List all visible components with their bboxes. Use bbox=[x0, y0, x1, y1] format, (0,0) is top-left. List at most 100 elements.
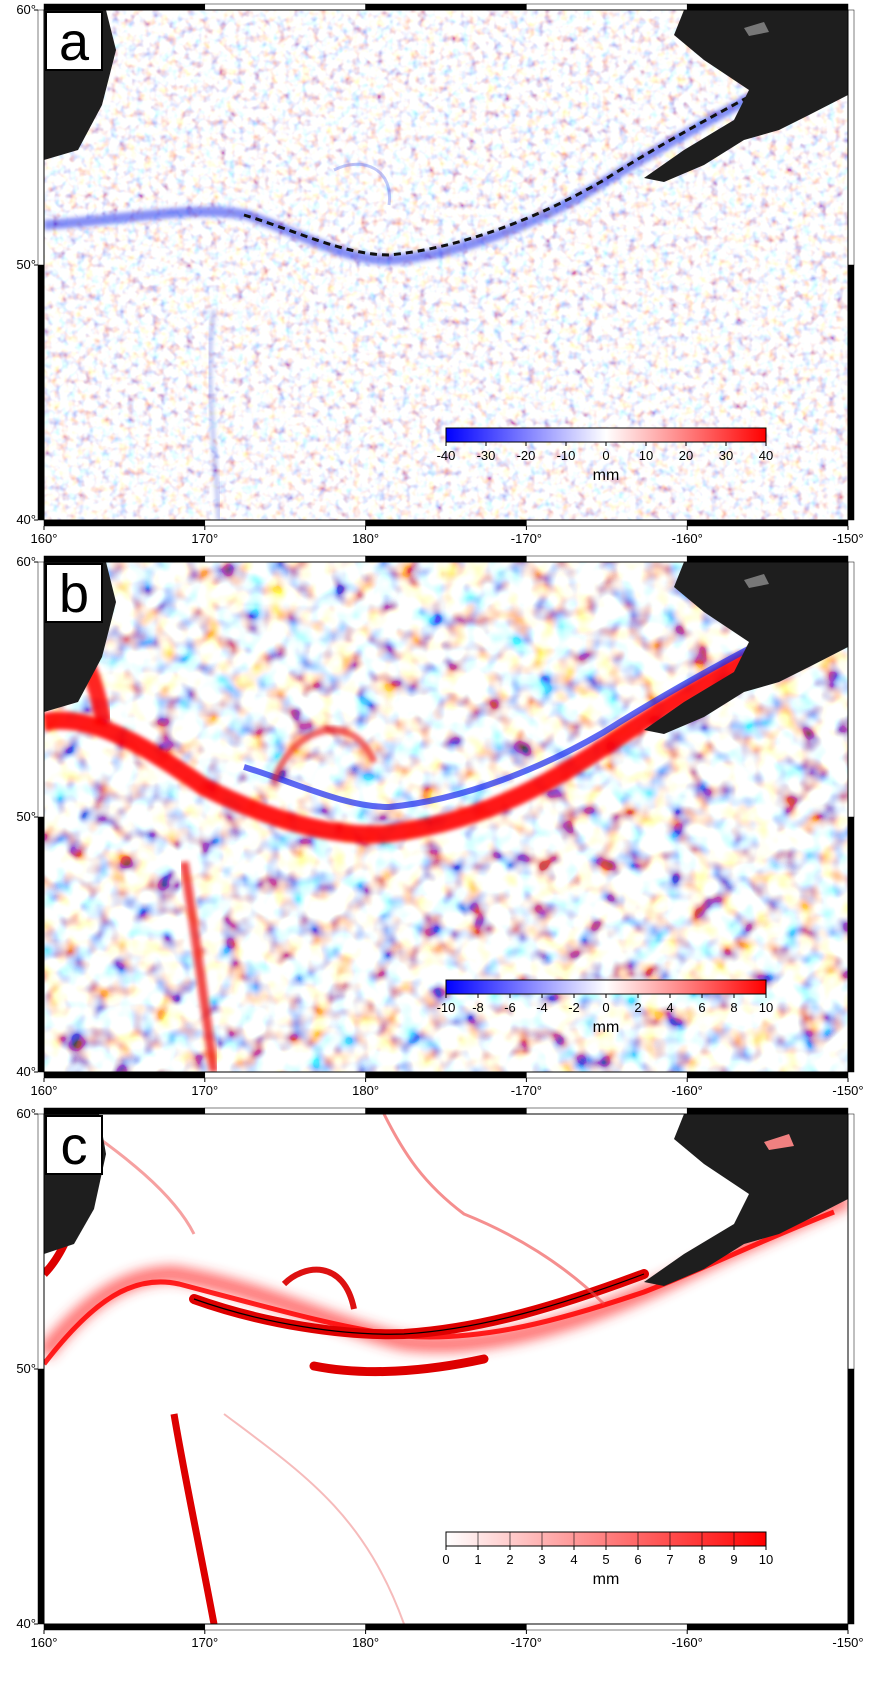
map-frame bbox=[43, 561, 849, 1073]
lon-tick-label: 160° bbox=[31, 1083, 58, 1098]
frame-segment bbox=[43, 1071, 206, 1079]
colorbar-tick-label: -2 bbox=[568, 1000, 580, 1015]
lon-tick-label: 180° bbox=[352, 1083, 379, 1098]
colorbar bbox=[445, 979, 767, 995]
frame-segment bbox=[365, 1107, 527, 1115]
frame-segment bbox=[37, 264, 45, 521]
frame-segment bbox=[526, 519, 688, 527]
frame-segment bbox=[204, 1107, 366, 1115]
lon-tick-label: -160° bbox=[672, 531, 703, 546]
colorbar-tick-label: 2 bbox=[506, 1552, 513, 1567]
frame-segment bbox=[365, 519, 527, 527]
lat-tick-label: 50° bbox=[16, 1361, 36, 1376]
colorbar-tick-label: 3 bbox=[538, 1552, 545, 1567]
frame-segment bbox=[365, 1623, 527, 1631]
lon-tick-label: 160° bbox=[31, 531, 58, 546]
colorbar-tick-label: 6 bbox=[634, 1552, 641, 1567]
frame-segment bbox=[43, 1107, 206, 1115]
colorbar-tick-label: 5 bbox=[602, 1552, 609, 1567]
colorbar-tick-label: -20 bbox=[517, 448, 536, 463]
colorbar-unit: mm bbox=[593, 1571, 620, 1588]
colorbar-tick-label: 40 bbox=[759, 448, 773, 463]
frame-segment bbox=[526, 1107, 688, 1115]
lon-tick-label: 180° bbox=[352, 1635, 379, 1650]
frame-segment bbox=[686, 1107, 849, 1115]
colorbar-tick-label: 0 bbox=[442, 1552, 449, 1567]
frame-segment bbox=[847, 816, 855, 1073]
frame-segment bbox=[686, 3, 849, 11]
frame-segment bbox=[847, 1113, 855, 1370]
colorbar-tick-label: -6 bbox=[504, 1000, 516, 1015]
lon-tick-label: 180° bbox=[352, 531, 379, 546]
frame-segment bbox=[847, 264, 855, 521]
frame-segment bbox=[526, 3, 688, 11]
lon-tick-label: 170° bbox=[191, 1083, 218, 1098]
colorbar-tick-label: 4 bbox=[570, 1552, 577, 1567]
lon-tick-label: -170° bbox=[511, 1635, 542, 1650]
frame-segment bbox=[43, 555, 206, 563]
lon-tick-label: 160° bbox=[31, 1635, 58, 1650]
colorbar-tick-label: 7 bbox=[666, 1552, 673, 1567]
colorbar-tick-label: -30 bbox=[477, 448, 496, 463]
colorbar-tick-label: 6 bbox=[698, 1000, 705, 1015]
frame-segment bbox=[204, 555, 366, 563]
lon-tick-label: -150° bbox=[832, 1083, 863, 1098]
frame-segment bbox=[686, 1623, 849, 1631]
frame-segment bbox=[526, 1623, 688, 1631]
lon-tick-label: -170° bbox=[511, 531, 542, 546]
colorbar-tick-label: 8 bbox=[698, 1552, 705, 1567]
colorbar-tick-label: -10 bbox=[437, 1000, 456, 1015]
lon-tick-label: 170° bbox=[191, 531, 218, 546]
frame-segment bbox=[43, 1623, 206, 1631]
panel-label: b bbox=[59, 564, 89, 624]
frame-segment bbox=[204, 1071, 366, 1079]
lat-tick-label: 40° bbox=[16, 1616, 36, 1631]
colorbar bbox=[445, 427, 767, 443]
lat-tick-label: 40° bbox=[16, 512, 36, 527]
colorbar-tick-label: 10 bbox=[639, 448, 653, 463]
frame-segment bbox=[365, 555, 527, 563]
frame-segment bbox=[204, 3, 366, 11]
colorbar-tick-label: -10 bbox=[557, 448, 576, 463]
colorbar-tick-label: -40 bbox=[437, 448, 456, 463]
lat-tick-label: 50° bbox=[16, 809, 36, 824]
lat-tick-label: 50° bbox=[16, 257, 36, 272]
colorbar-tick-label: 4 bbox=[666, 1000, 673, 1015]
panel-label-box bbox=[45, 1115, 103, 1175]
colorbar-tick-label: -4 bbox=[536, 1000, 548, 1015]
colorbar-tick-label: 2 bbox=[634, 1000, 641, 1015]
lon-tick-label: 170° bbox=[191, 1635, 218, 1650]
frame-segment bbox=[686, 555, 849, 563]
frame-segment bbox=[37, 9, 45, 266]
frame-segment bbox=[365, 1071, 527, 1079]
frame-segment bbox=[847, 561, 855, 818]
frame-segment bbox=[43, 3, 206, 11]
lon-tick-label: -160° bbox=[672, 1635, 703, 1650]
panel-label-box bbox=[45, 11, 103, 71]
frame-segment bbox=[204, 1623, 366, 1631]
colorbar-tick-label: 0 bbox=[602, 1000, 609, 1015]
frame-segment bbox=[526, 1071, 688, 1079]
lat-tick-label: 60° bbox=[16, 554, 36, 569]
frame-segment bbox=[37, 816, 45, 1073]
frame-segment bbox=[37, 1368, 45, 1625]
lat-tick-label: 40° bbox=[16, 1064, 36, 1079]
frame-segment bbox=[686, 1071, 849, 1079]
frame-segment bbox=[37, 561, 45, 818]
colorbar-unit: mm bbox=[593, 467, 620, 484]
colorbar-tick-label: 10 bbox=[759, 1552, 773, 1567]
frame-segment bbox=[204, 519, 366, 527]
lon-tick-label: -160° bbox=[672, 1083, 703, 1098]
frame-segment bbox=[43, 519, 206, 527]
frame-segment bbox=[526, 555, 688, 563]
panel-label-box bbox=[45, 563, 103, 623]
colorbar-tick-label: 20 bbox=[679, 448, 693, 463]
colorbar-tick-label: 30 bbox=[719, 448, 733, 463]
frame-segment bbox=[847, 9, 855, 266]
colorbar-tick-label: 1 bbox=[474, 1552, 481, 1567]
panel-label: a bbox=[59, 12, 90, 72]
colorbar-tick-label: 0 bbox=[602, 448, 609, 463]
lon-tick-label: -150° bbox=[832, 1635, 863, 1650]
